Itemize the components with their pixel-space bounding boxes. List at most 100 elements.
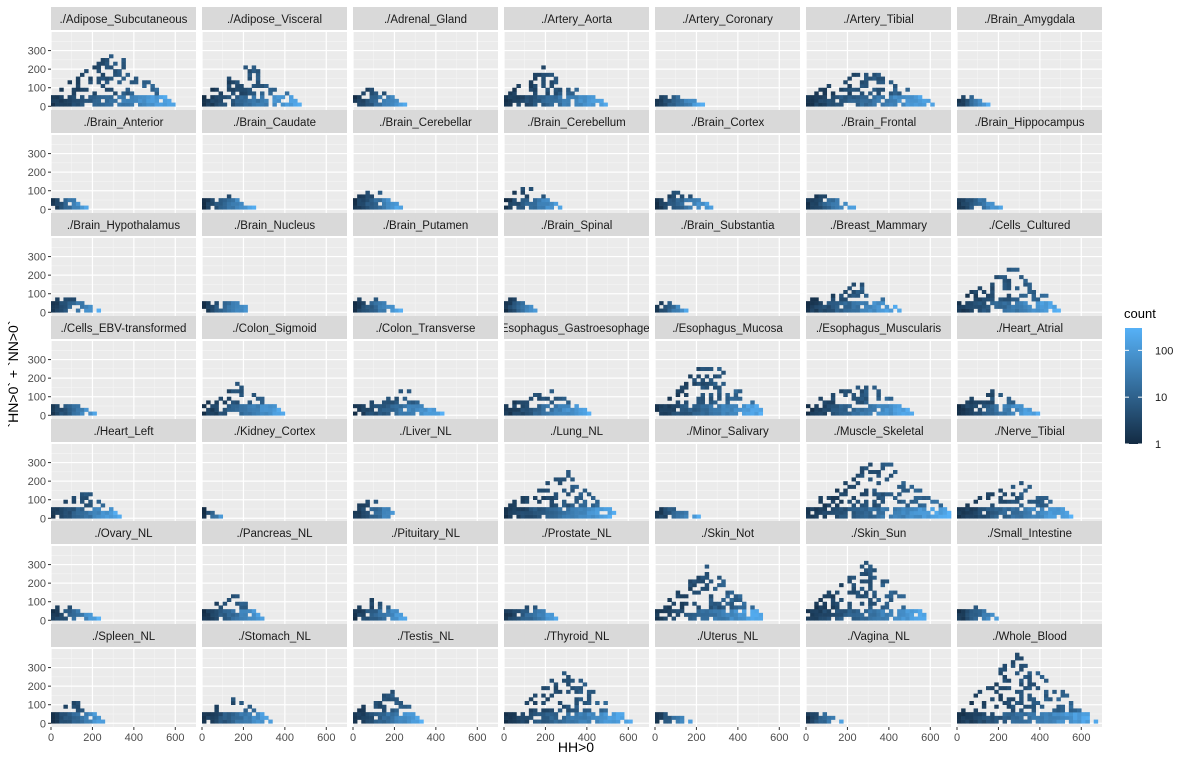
heatmap-tile: [675, 590, 681, 595]
heatmap-tile: [545, 72, 550, 77]
heatmap-tile: [1023, 282, 1028, 287]
heatmap-tile: [382, 400, 387, 405]
heatmap-tile: [814, 507, 819, 512]
heatmap-tile: [969, 396, 974, 401]
heatmap-tile: [1039, 510, 1045, 515]
heatmap-tile: [553, 689, 559, 694]
heatmap-tile: [231, 612, 236, 617]
heatmap-tile: [826, 719, 832, 724]
heatmap-tile: [377, 404, 383, 409]
heatmap-tile: [859, 98, 865, 103]
heatmap-tile: [202, 612, 207, 617]
heatmap-tile: [260, 95, 265, 100]
heatmap-tile: [553, 503, 559, 508]
heatmap-tile: [725, 396, 730, 401]
heatmap-tile: [218, 91, 224, 96]
heatmap-tile: [692, 616, 697, 621]
heatmap-tile: [888, 404, 894, 409]
heatmap-tile: [663, 95, 668, 100]
heatmap-tile: [1039, 301, 1045, 306]
heatmap-tile: [226, 194, 232, 199]
heatmap-tile: [599, 98, 604, 103]
heatmap-tiles: [655, 712, 693, 724]
heatmap-tile: [917, 496, 923, 501]
heatmap-tile: [202, 205, 207, 210]
heatmap-tile: [679, 514, 685, 519]
heatmap-tile: [260, 91, 265, 96]
heatmap-tile: [990, 293, 995, 298]
heatmap-tile: [880, 492, 886, 497]
heatmap-tile: [1015, 514, 1020, 519]
heatmap-tile: [508, 514, 513, 519]
heatmap-tile: [239, 712, 244, 717]
heatmap-tile: [71, 712, 77, 717]
heatmap-tile: [541, 98, 546, 103]
heatmap-tile: [1048, 301, 1053, 306]
heatmap-tile: [864, 389, 869, 394]
heatmap-tile: [851, 301, 857, 306]
heatmap-tile: [566, 675, 571, 680]
heatmap-tile: [742, 601, 747, 606]
heatmap-tile: [750, 616, 755, 621]
heatmap-tile: [80, 719, 85, 724]
heatmap-tile: [264, 407, 269, 412]
heatmap-tile: [1006, 697, 1012, 702]
heatmap-tile: [578, 678, 584, 683]
heatmap-tile: [357, 198, 362, 203]
heatmap-tile: [851, 72, 857, 77]
heatmap-tile: [121, 76, 126, 81]
heatmap-tile: [1006, 304, 1012, 309]
heatmap-tile: [377, 190, 383, 195]
heatmap-tile: [814, 715, 819, 720]
heatmap-tile: [847, 301, 852, 306]
heatmap-tile: [210, 510, 215, 515]
heatmap-tile: [423, 407, 428, 412]
facet-label: ./Brain_Spinal: [541, 220, 613, 232]
heatmap-tile: [247, 400, 253, 405]
heatmap-tile: [835, 612, 840, 617]
heatmap-tile: [377, 704, 383, 709]
heatmap-tile: [533, 616, 538, 621]
heatmap-tile: [864, 304, 869, 309]
heatmap-tile: [574, 715, 579, 720]
heatmap-tile: [859, 616, 865, 621]
heatmap-tile: [835, 609, 840, 614]
heatmap-tile: [528, 697, 534, 702]
heatmap-tile: [369, 411, 375, 416]
heatmap-tile: [822, 719, 828, 724]
heatmap-tile: [394, 407, 399, 412]
facet-strip: [806, 521, 951, 544]
heatmap-tile: [520, 301, 526, 306]
heatmap-tile: [222, 400, 228, 405]
heatmap-tile: [88, 499, 93, 504]
heatmap-tile: [696, 102, 701, 107]
heatmap-tile: [880, 616, 886, 621]
heatmap-tile: [293, 102, 298, 107]
heatmap-tile: [1010, 663, 1016, 668]
heatmap-tile: [75, 308, 81, 313]
heatmap-tile: [369, 507, 375, 512]
heatmap-tile: [965, 304, 970, 309]
heatmap-tile: [88, 308, 93, 313]
heatmap-tile: [1031, 499, 1037, 504]
heatmap-tile: [729, 404, 735, 409]
heatmap-tile: [80, 102, 85, 107]
heatmap-tile: [369, 400, 375, 405]
heatmap-tile: [969, 308, 974, 313]
heatmap-tile: [851, 586, 857, 591]
heatmap-tile: [977, 612, 983, 617]
facet-strip: [957, 521, 1102, 544]
heatmap-tile: [855, 411, 861, 416]
heatmap-tile: [998, 393, 1003, 398]
heatmap-tile: [247, 72, 253, 77]
heatmap-tile: [847, 579, 852, 584]
heatmap-tile: [142, 95, 147, 100]
heatmap-tile: [394, 404, 399, 409]
heatmap-tile: [655, 514, 660, 519]
heatmap-tile: [851, 514, 857, 519]
heatmap-tile: [880, 496, 886, 501]
heatmap-tile: [729, 598, 735, 603]
heatmap-tile: [533, 87, 538, 92]
heatmap-tile: [938, 514, 944, 519]
heatmap-tile: [847, 293, 852, 298]
